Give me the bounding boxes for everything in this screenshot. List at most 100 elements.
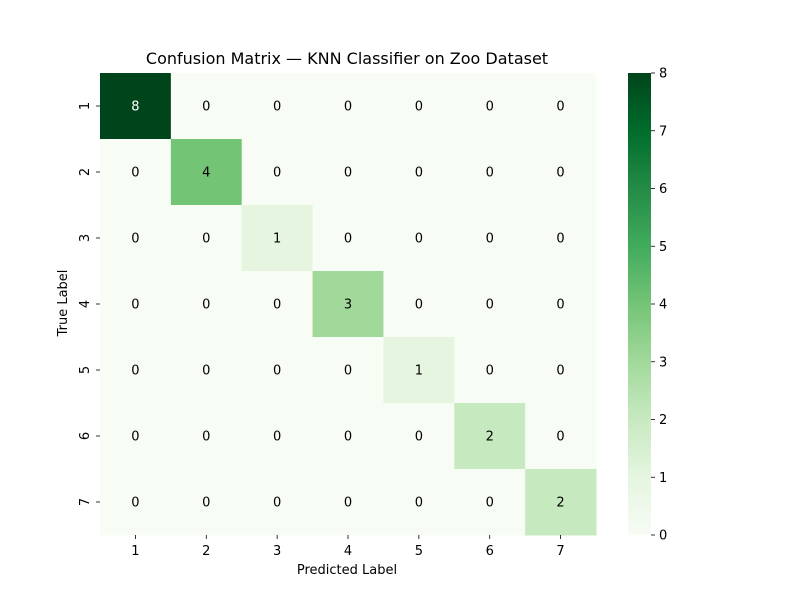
cell-annotations: 8 0 0 0 0 0 0 0 4 0 0 0 0 0 0 0 1 0 0 0 0 0 0 0 3 0 0 0 0 0 0 0 1 0 0 0 0 0 0 0… [131, 100, 564, 511]
x-tick-label: 7 [556, 544, 564, 559]
x-axis-label: Predicted Label [297, 563, 397, 578]
heatmap-cell [241, 73, 314, 140]
colorbar-tick-label: 8 [659, 67, 667, 82]
cell-value: 0 [131, 430, 139, 445]
colorbar-ticks: 0 1 2 3 4 5 6 7 8 [651, 67, 667, 544]
cell-value: 0 [344, 496, 352, 511]
y-tick-label: 3 [78, 234, 93, 242]
heatmap-cell [312, 205, 384, 272]
x-tick-label: 3 [273, 544, 281, 559]
heatmap-cell [525, 337, 597, 404]
heatmap-cell [312, 139, 384, 206]
cell-value: 0 [556, 364, 564, 379]
heatmap-cell [241, 271, 314, 338]
cell-value: 0 [415, 430, 423, 445]
cell-value: 0 [556, 232, 564, 247]
cell-value: 4 [202, 166, 210, 181]
y-axis-label: True Label [56, 270, 71, 338]
cell-value: 0 [273, 364, 281, 379]
heatmap-cell [241, 337, 314, 404]
cell-value: 0 [202, 430, 210, 445]
cell-value: 1 [415, 364, 423, 379]
cell-value: 0 [131, 298, 139, 313]
cell-value: 0 [556, 100, 564, 115]
heatmap-cell [454, 403, 526, 470]
colorbar-tick-label: 4 [659, 298, 667, 313]
cell-value: 0 [415, 298, 423, 313]
cell-value: 1 [273, 232, 281, 247]
cell-value: 0 [273, 298, 281, 313]
heatmap-cell [312, 271, 384, 338]
cell-value: 0 [486, 100, 494, 115]
cell-value: 0 [556, 166, 564, 181]
cell-value: 2 [486, 430, 494, 445]
colorbar-tick-label: 7 [659, 124, 667, 139]
heatmap-cell [525, 469, 597, 536]
cell-value: 0 [344, 232, 352, 247]
heatmap-cell [100, 337, 172, 404]
heatmap-cell [525, 73, 597, 140]
y-tick-label: 2 [78, 168, 93, 176]
cell-value: 0 [556, 298, 564, 313]
heatmap-cell [454, 469, 526, 536]
cell-value: 0 [556, 430, 564, 445]
cell-value: 0 [131, 232, 139, 247]
heatmap-cell [383, 469, 455, 536]
heatmap-cell [454, 73, 526, 140]
heatmap-cell [525, 205, 597, 272]
heatmap-cell [100, 205, 172, 272]
heatmap-cell [383, 73, 455, 140]
cell-value: 3 [344, 298, 352, 313]
x-tick-label: 4 [344, 544, 352, 559]
heatmap-cell [383, 205, 455, 272]
cell-value: 2 [556, 496, 564, 511]
y-axis-ticks: 1 2 3 4 5 6 7 [78, 102, 100, 506]
heatmap-cell [100, 139, 172, 206]
cell-value: 0 [202, 298, 210, 313]
cell-value: 0 [415, 166, 423, 181]
heatmap-cell [241, 403, 314, 470]
x-tick-label: 2 [202, 544, 210, 559]
cell-value: 0 [344, 100, 352, 115]
x-axis-ticks: 1 2 3 4 5 6 7 [131, 535, 565, 559]
heatmap-cell [170, 403, 243, 470]
heatmap-cell [170, 271, 243, 338]
cell-value: 0 [273, 100, 281, 115]
heatmap-cell [100, 271, 172, 338]
heatmap-cell [383, 337, 455, 404]
heatmap-cell [312, 403, 384, 470]
cell-value: 0 [273, 496, 281, 511]
cell-value: 0 [131, 166, 139, 181]
cell-value: 0 [202, 232, 210, 247]
heatmap-cell [454, 139, 526, 206]
heatmap-cell [241, 469, 314, 536]
y-tick-label: 7 [78, 498, 93, 506]
heatmap-cell [170, 139, 243, 206]
cell-value: 0 [273, 430, 281, 445]
heatmap-cell [100, 403, 172, 470]
heatmap-cell [312, 73, 384, 140]
x-tick-label: 6 [486, 544, 494, 559]
heatmap-cell [454, 271, 526, 338]
heatmap-cell [241, 205, 314, 272]
cell-value: 0 [486, 166, 494, 181]
colorbar [628, 73, 651, 535]
colorbar-tick-label: 5 [659, 240, 667, 255]
cell-value: 0 [486, 496, 494, 511]
colorbar-tick-label: 3 [659, 355, 667, 370]
cell-value: 0 [415, 100, 423, 115]
cell-value: 0 [202, 496, 210, 511]
cell-value: 8 [131, 100, 139, 115]
heatmap-cell [170, 337, 243, 404]
y-tick-label: 6 [78, 432, 93, 440]
cell-value: 0 [202, 100, 210, 115]
heatmap-cells [100, 73, 597, 536]
cell-value: 0 [486, 364, 494, 379]
cell-value: 0 [415, 496, 423, 511]
cell-value: 0 [273, 166, 281, 181]
cell-value: 0 [131, 496, 139, 511]
cell-value: 0 [486, 232, 494, 247]
cell-value: 0 [344, 364, 352, 379]
heatmap-cell [525, 271, 597, 338]
